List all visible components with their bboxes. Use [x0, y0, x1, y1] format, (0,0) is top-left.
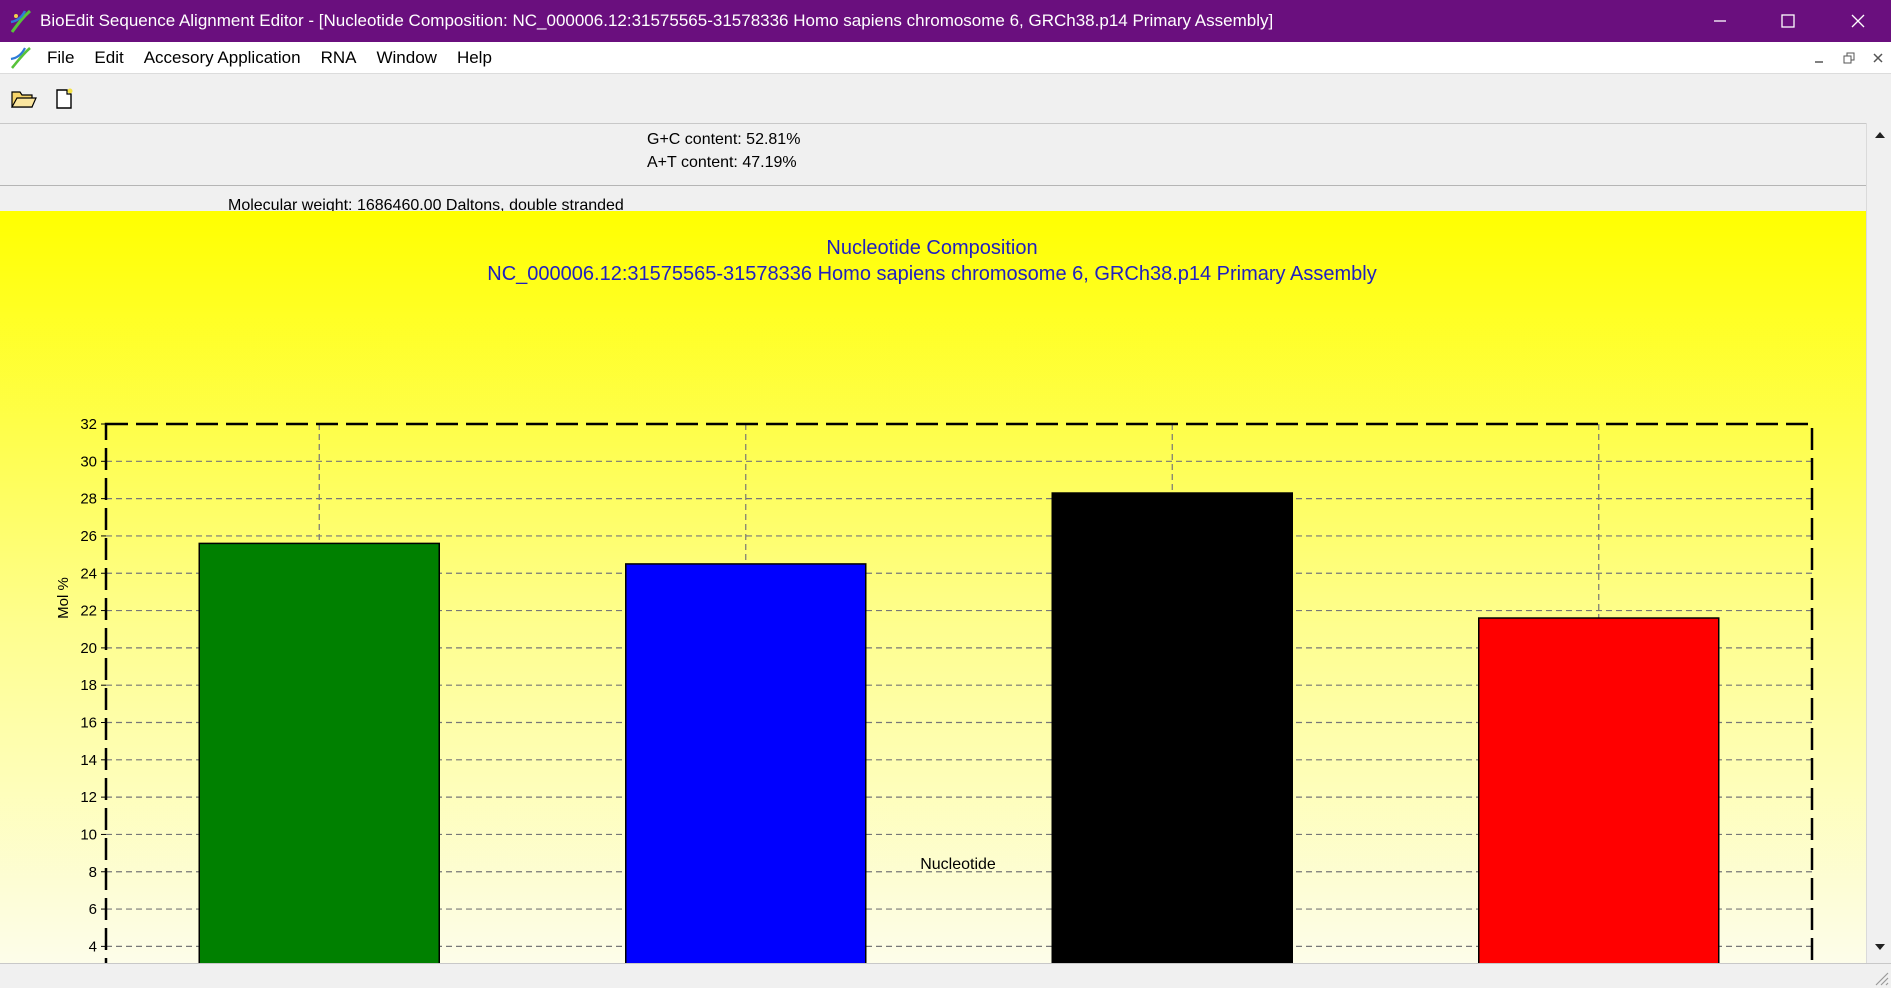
y-tick-label: 16 [80, 715, 97, 732]
resize-grip-icon[interactable] [1873, 970, 1889, 986]
new-document-button[interactable] [48, 83, 80, 115]
y-tick-label: 30 [80, 453, 97, 470]
chart-subtitle: NC_000006.12:31575565-31578336 Homo sapi… [487, 263, 1376, 285]
scroll-down-button[interactable] [1867, 935, 1891, 959]
y-tick-label: 10 [80, 826, 97, 843]
y-tick-label: 20 [80, 640, 97, 657]
scroll-up-button[interactable] [1867, 123, 1891, 147]
y-tick-label: 12 [80, 789, 97, 806]
chart-title: Nucleotide Composition [826, 237, 1037, 259]
menu-window[interactable]: Window [376, 47, 437, 67]
open-folder-icon [10, 91, 37, 108]
minimize-button[interactable] [1685, 0, 1755, 42]
y-axis-label: Mol % [55, 577, 72, 619]
child-minimize-button[interactable] [1809, 48, 1829, 68]
y-tick-label: 6 [89, 901, 97, 918]
x-axis-label: Nucleotide [920, 856, 996, 873]
y-tick-label: 24 [80, 565, 97, 582]
menu-file[interactable]: File [47, 47, 75, 67]
bar-g [1051, 492, 1293, 963]
bar-c [625, 563, 867, 963]
close-button[interactable] [1823, 0, 1891, 42]
y-tick-label: 18 [80, 677, 97, 694]
bar-a [198, 542, 440, 963]
title-bar: BioEdit Sequence Alignment Editor - [Nuc… [0, 0, 1891, 42]
menu-rna[interactable]: RNA [320, 47, 357, 67]
menu-edit[interactable]: Edit [94, 47, 124, 67]
minimize-icon [1714, 20, 1726, 22]
document-window-icon[interactable] [9, 46, 33, 70]
molecular-weight: Molecular weight: 1686460.00 Daltons, do… [228, 197, 624, 214]
open-button[interactable] [8, 83, 40, 115]
chevron-down-icon [1874, 944, 1885, 950]
status-bar [0, 963, 1891, 988]
plot-frame [104, 422, 1814, 963]
maximize-button[interactable] [1753, 0, 1823, 42]
child-restore-button[interactable] [1839, 48, 1859, 68]
chart-panel: Nucleotide Composition NC_000006.12:3157… [0, 211, 1866, 963]
y-tick-label: 4 [89, 938, 97, 955]
at-content: A+T content: 47.19% [647, 154, 797, 171]
y-tick-label: 22 [80, 603, 97, 620]
nucleotide-composition-chart: Nucleotide Composition NC_000006.12:3157… [55, 237, 1814, 963]
bioedit-app-icon [10, 9, 31, 33]
menu-help[interactable]: Help [456, 47, 492, 67]
minimize-icon [1815, 61, 1823, 63]
y-tick-label: 32 [80, 416, 97, 433]
restore-icon [1843, 52, 1855, 64]
new-document-icon [56, 88, 73, 109]
menu-accesory-application[interactable]: Accesory Application [143, 47, 301, 67]
composition-summary: G+C content: 52.81% A+T content: 47.19% [0, 124, 1866, 186]
close-icon [1873, 53, 1883, 63]
maximize-icon [1781, 14, 1795, 28]
y-tick-label: 14 [80, 752, 97, 769]
vertical-scrollbar[interactable] [1866, 123, 1891, 963]
chevron-up-icon [1874, 132, 1885, 138]
gc-content: G+C content: 52.81% [647, 131, 801, 148]
y-tick-label: 26 [80, 528, 97, 545]
window-title: BioEdit Sequence Alignment Editor - [Nuc… [40, 11, 1274, 30]
y-tick-label: 8 [89, 864, 97, 881]
composition-view: G+C content: 52.81% A+T content: 47.19% … [0, 123, 1866, 963]
close-icon [1851, 14, 1865, 28]
child-close-button[interactable] [1868, 48, 1888, 68]
bar-t [1478, 617, 1720, 963]
menu-bar: File Edit Accesory Application RNA Windo… [0, 42, 1891, 74]
toolbar [0, 75, 1891, 123]
y-tick-label: 28 [80, 491, 97, 508]
